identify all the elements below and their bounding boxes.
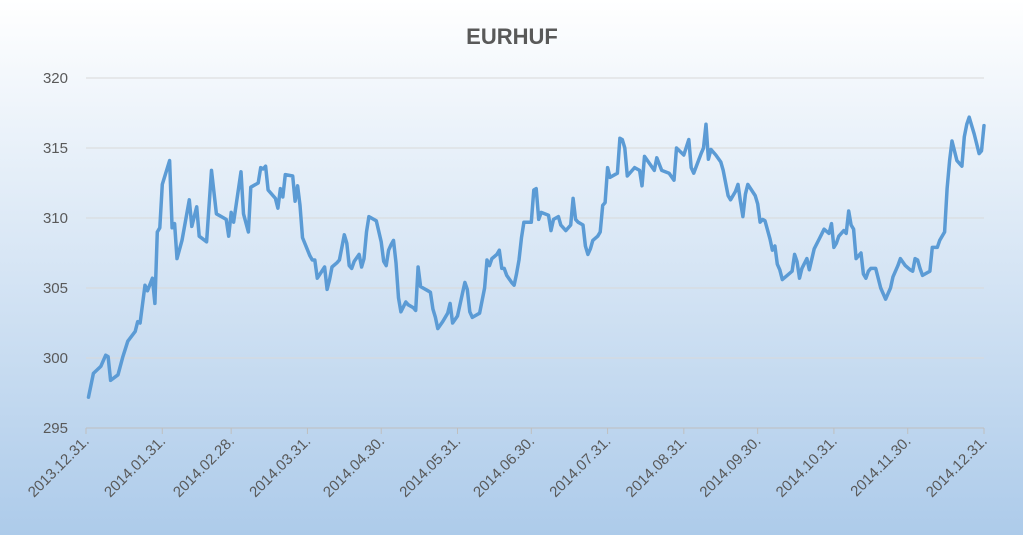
data-line	[86, 115, 986, 399]
y-tick-label: 315	[43, 140, 68, 157]
y-tick-label: 295	[43, 420, 68, 437]
y-tick-label: 300	[43, 350, 68, 367]
chart-title: EURHUF	[466, 24, 558, 49]
y-tick-label: 320	[43, 70, 68, 87]
y-tick-label: 310	[43, 210, 68, 227]
y-tick-label: 305	[43, 280, 68, 297]
